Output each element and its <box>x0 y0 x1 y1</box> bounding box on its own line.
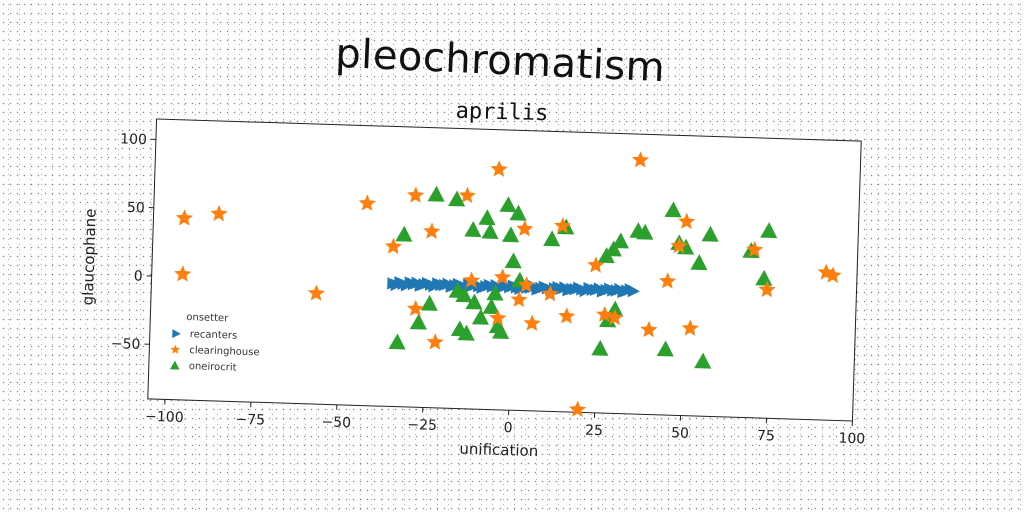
x-tick-label: 0 <box>503 420 512 436</box>
point-clearinghouse <box>817 263 835 281</box>
point-clearinghouse <box>758 280 776 298</box>
legend: onsetter recanters clearinghouse oneirocrit <box>169 312 260 374</box>
point-oneirocrit <box>664 201 682 218</box>
point-oneirocrit <box>448 190 466 207</box>
y-axis-label: glaucophane <box>79 208 100 305</box>
point-clearinghouse <box>596 305 614 323</box>
x-tick-label: −50 <box>321 414 351 431</box>
x-tick-label: −25 <box>407 417 437 434</box>
x-axis-label: unification <box>459 440 538 460</box>
point-clearinghouse <box>426 333 444 350</box>
point-oneirocrit <box>471 308 489 325</box>
point-oneirocrit <box>478 209 496 226</box>
point-oneirocrit <box>760 222 778 239</box>
legend-marker-recanters <box>172 329 181 339</box>
legend-marker-clearinghouse <box>170 344 181 354</box>
point-clearinghouse <box>523 314 541 331</box>
point-oneirocrit <box>604 240 622 257</box>
point-clearinghouse <box>175 209 194 226</box>
x-tick-label: 50 <box>671 425 689 442</box>
point-oneirocrit <box>499 196 517 213</box>
point-oneirocrit <box>464 221 482 238</box>
axes-frame <box>147 118 862 422</box>
point-clearinghouse <box>746 240 764 258</box>
point-clearinghouse <box>489 309 507 326</box>
point-oneirocrit <box>465 293 483 310</box>
point-oneirocrit <box>636 223 654 240</box>
point-oneirocrit <box>543 230 561 247</box>
x-tick-label: 100 <box>838 431 865 448</box>
point-clearinghouse <box>490 160 508 177</box>
point-oneirocrit <box>656 340 674 357</box>
point-clearinghouse <box>541 284 559 302</box>
point-clearinghouse <box>210 204 228 222</box>
point-clearinghouse <box>358 194 376 211</box>
x-tick-label: −100 <box>145 409 184 426</box>
point-clearinghouse <box>681 319 699 336</box>
point-clearinghouse <box>510 290 528 308</box>
point-clearinghouse <box>824 266 842 283</box>
point-oneirocrit <box>388 333 406 350</box>
point-oneirocrit <box>504 252 522 269</box>
legend-label-clearinghouse: clearinghouse <box>189 345 260 358</box>
y-tick-label: 0 <box>133 268 142 284</box>
legend-title: onsetter <box>186 312 229 324</box>
point-oneirocrit <box>755 269 773 286</box>
y-tick-label: 50 <box>127 200 145 217</box>
point-oneirocrit <box>486 284 504 301</box>
point-clearinghouse <box>494 268 512 285</box>
x-tick-label: 75 <box>757 428 775 445</box>
point-oneirocrit <box>611 232 629 249</box>
x-tick-label: 25 <box>585 423 603 440</box>
point-oneirocrit <box>591 339 609 356</box>
legend-label-recanters: recanters <box>190 329 238 341</box>
point-clearinghouse <box>407 299 425 317</box>
point-oneirocrit <box>427 185 445 202</box>
point-clearinghouse <box>554 216 572 234</box>
legend-marker-oneirocrit <box>169 360 180 370</box>
point-oneirocrit <box>690 254 708 271</box>
point-clearinghouse <box>517 275 536 293</box>
x-tick-label: −75 <box>235 412 265 429</box>
point-clearinghouse <box>516 219 534 237</box>
point-clearinghouse <box>640 320 658 338</box>
point-clearinghouse <box>407 186 425 203</box>
point-clearinghouse <box>463 271 481 289</box>
legend-label-oneirocrit: oneirocrit <box>189 361 237 373</box>
point-clearinghouse <box>631 151 650 168</box>
point-oneirocrit <box>455 286 473 303</box>
point-clearinghouse <box>558 307 576 324</box>
point-oneirocrit <box>492 323 510 340</box>
point-clearinghouse <box>606 308 624 326</box>
y-tick-label: 100 <box>120 131 147 148</box>
point-oneirocrit <box>409 313 427 330</box>
point-oneirocrit <box>481 222 499 239</box>
point-oneirocrit <box>501 226 520 243</box>
point-clearinghouse <box>587 256 605 273</box>
point-clearinghouse <box>458 186 476 204</box>
point-clearinghouse <box>569 400 587 418</box>
point-clearinghouse <box>307 284 325 301</box>
point-oneirocrit <box>509 204 527 221</box>
point-oneirocrit <box>701 225 719 242</box>
point-oneirocrit <box>420 294 438 311</box>
point-clearinghouse <box>678 212 696 230</box>
point-clearinghouse <box>423 222 441 239</box>
point-clearinghouse <box>659 272 677 289</box>
point-oneirocrit <box>457 324 475 341</box>
point-oneirocrit <box>694 352 712 369</box>
point-clearinghouse <box>670 237 688 254</box>
plot-area: −100 −75 −50 −25 0 25 50 75 100 −50 0 50 100 unificat… <box>79 118 865 460</box>
point-oneirocrit <box>395 225 413 242</box>
y-tick-label: −50 <box>111 336 141 353</box>
point-clearinghouse <box>384 237 403 255</box>
point-clearinghouse <box>174 265 192 282</box>
point-recanters <box>627 284 640 298</box>
point-oneirocrit <box>482 298 500 315</box>
